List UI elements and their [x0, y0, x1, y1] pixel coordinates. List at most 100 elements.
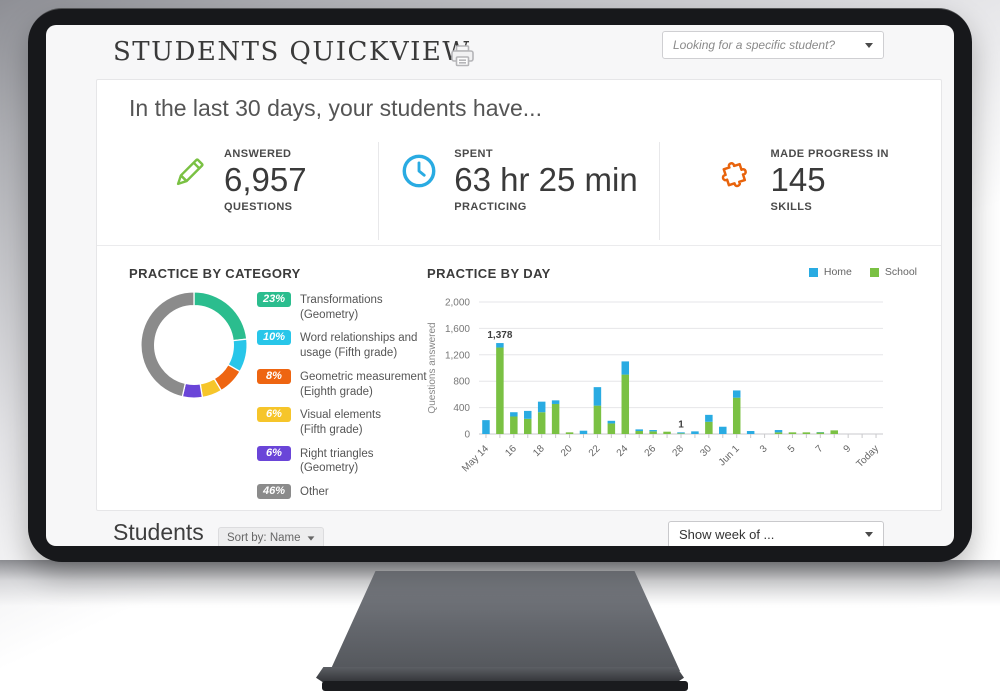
- svg-text:May 14: May 14: [460, 443, 491, 474]
- stat-label-top: MADE PROGRESS IN: [770, 148, 889, 160]
- practice-by-day-chart: 0 400 800 1,200 1,600 2,000 May 14 16 18 20 22 24 26…: [421, 282, 899, 487]
- bar-school: [524, 418, 532, 434]
- chevron-down-icon: [865, 532, 873, 537]
- svg-text:1,200: 1,200: [445, 350, 470, 361]
- bar-school: [774, 432, 783, 434]
- puzzle-icon: [713, 152, 755, 199]
- bar-home: [593, 387, 602, 406]
- svg-text:30: 30: [698, 443, 714, 459]
- svg-text:28: 28: [670, 443, 686, 459]
- stat-label-bottom: SKILLS: [770, 201, 813, 213]
- sort-by-button[interactable]: Sort by: Name: [218, 527, 324, 546]
- category-legend-item: 8% Geometric measurement (Eighth grade): [257, 368, 427, 399]
- stat-value: 63 hr 25 min: [454, 161, 638, 198]
- svg-text:Jun 1: Jun 1: [717, 443, 742, 468]
- bar-home: [607, 420, 616, 424]
- legend-label: Transformations (Geometry): [300, 294, 383, 321]
- bar-school: [663, 431, 671, 434]
- legend-school-label: School: [884, 266, 917, 278]
- chevron-down-icon: [865, 42, 873, 48]
- students-section-heading: Students: [113, 519, 204, 545]
- bar-home: [649, 430, 657, 432]
- bar-home: [537, 401, 546, 413]
- bar-home: [621, 361, 630, 375]
- legend-label: Word relationships and usage (Fifth grade…: [300, 332, 418, 360]
- bar-school: [621, 374, 630, 434]
- bar-annotation: 1,378: [487, 330, 512, 341]
- svg-text:16: 16: [503, 443, 519, 459]
- student-search-placeholder: Looking for a specific student?: [673, 38, 836, 52]
- bar-school: [802, 432, 811, 434]
- svg-text:9: 9: [842, 443, 854, 455]
- school-swatch: [869, 267, 879, 277]
- legend-percent-badge: 8%: [257, 368, 291, 384]
- stat-value: 145: [770, 161, 826, 198]
- stat-label-bottom: PRACTICING: [454, 201, 527, 213]
- show-week-dropdown[interactable]: Show week of ...: [668, 521, 884, 546]
- stat-value: 6,957: [224, 161, 307, 198]
- clock-icon: [400, 152, 438, 195]
- summary-card: In the last 30 days, your students have.…: [96, 79, 942, 511]
- svg-text:0: 0: [464, 430, 470, 441]
- monitor-stand-strip: [322, 681, 688, 691]
- student-search-dropdown[interactable]: Looking for a specific student?: [662, 31, 884, 59]
- legend-percent-badge: 46%: [257, 484, 291, 500]
- bar-home: [746, 431, 755, 434]
- practice-by-category-donut: [135, 286, 253, 404]
- legend-label: Other: [300, 486, 329, 499]
- bar-school: [788, 432, 797, 434]
- svg-text:5: 5: [786, 443, 798, 455]
- bar-home: [705, 414, 713, 422]
- svg-text:18: 18: [531, 443, 547, 459]
- bar-school: [635, 431, 643, 434]
- donut-slice: [140, 291, 195, 398]
- home-swatch: [808, 267, 818, 277]
- print-icon[interactable]: [450, 45, 475, 72]
- bar-home: [677, 432, 685, 434]
- bar-home: [510, 412, 518, 417]
- bar-home: [732, 390, 741, 398]
- bar-school: [705, 421, 713, 434]
- bar-school: [565, 432, 574, 434]
- stat-spent: SPENT 63 hr 25 min PRACTICING: [379, 142, 661, 240]
- bar-school: [510, 416, 518, 434]
- bar-annotation: 1: [678, 419, 684, 430]
- category-legend-item: 10% Word relationships and usage (Fifth gr…: [257, 330, 427, 360]
- legend-percent-badge: 10%: [257, 330, 291, 346]
- practice-by-day-title: PRACTICE BY DAY: [427, 266, 551, 281]
- bar-school: [593, 405, 602, 434]
- screen: STUDENTS QUICKVIEW Looking for a specifi…: [46, 25, 954, 546]
- sort-by-label: Sort by: Name: [227, 532, 301, 544]
- monitor-stand-neck: [330, 571, 680, 671]
- stat-label-top: ANSWERED: [224, 148, 292, 160]
- bar-home: [496, 343, 504, 348]
- monitor-bezel: STUDENTS QUICKVIEW Looking for a specifi…: [28, 8, 972, 562]
- summary-heading: In the last 30 days, your students have.…: [129, 95, 542, 121]
- legend-percent-badge: 6%: [257, 445, 291, 461]
- svg-text:20: 20: [559, 443, 575, 459]
- svg-text:400: 400: [453, 403, 470, 414]
- legend-home: Home: [808, 266, 852, 278]
- legend-label: Right triangles (Geometry): [300, 447, 374, 475]
- category-legend-item: 46% Other: [257, 484, 427, 500]
- pencil-icon: [168, 154, 208, 201]
- svg-text:2,000: 2,000: [445, 298, 470, 309]
- bar-school: [816, 432, 825, 434]
- legend-home-label: Home: [823, 266, 852, 278]
- svg-text:Today: Today: [855, 443, 882, 470]
- stat-label-bottom: QUESTIONS: [224, 201, 293, 213]
- bar-home: [551, 400, 560, 404]
- svg-text:3: 3: [758, 443, 770, 455]
- bar-home: [524, 410, 532, 419]
- bar-school: [537, 412, 546, 434]
- legend-percent-badge: 6%: [257, 407, 291, 423]
- svg-text:22: 22: [587, 443, 603, 459]
- bar-home: [774, 430, 783, 433]
- bar-home: [482, 420, 490, 434]
- category-legend-item: 23% Transformations (Geometry): [257, 292, 427, 322]
- bar-school: [551, 403, 560, 434]
- day-chart-legend: Home School: [808, 266, 917, 278]
- stat-answered: ANSWERED 6,957 QUESTIONS: [97, 142, 379, 240]
- bar-school: [496, 347, 504, 434]
- category-legend: 23% Transformations (Geometry) 10% Word rela…: [257, 292, 427, 508]
